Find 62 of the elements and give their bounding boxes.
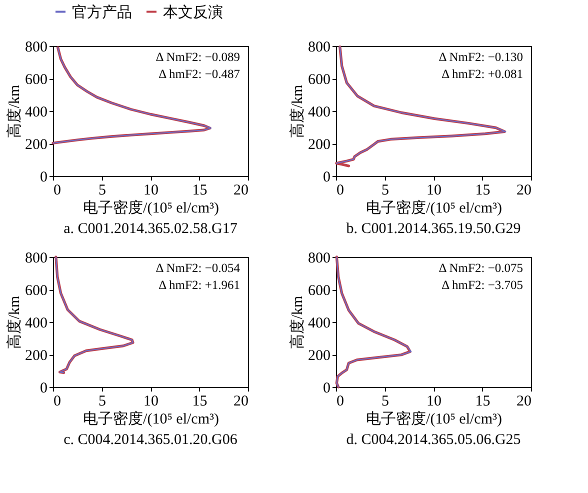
x-tick-label: 5	[382, 394, 389, 410]
y-tick-label: 200	[308, 348, 330, 364]
y-axis-title: 高度/km	[6, 296, 23, 350]
y-tick-label: 800	[308, 40, 330, 56]
x-tick-label: 20	[234, 394, 248, 410]
y-tick-label: 600	[25, 72, 48, 88]
x-tick-label: 0	[54, 394, 61, 410]
x-tick-label: 20	[234, 182, 248, 198]
x-tick-label: 20	[516, 394, 532, 410]
x-tick-label: 5	[98, 182, 106, 198]
legend-label: 本文反演	[163, 4, 223, 21]
y-tick-label: 0	[40, 170, 48, 186]
annotation: Δ NmF2: −0.130	[438, 50, 523, 64]
x-tick-label: 0	[54, 182, 61, 198]
y-tick-label: 600	[308, 72, 330, 88]
y-tick-label: 400	[308, 104, 330, 120]
x-axis-title: 电子密度/(10⁵ el/cm³)	[83, 410, 219, 428]
x-tick-label: 0	[336, 182, 344, 198]
x-axis-title: 电子密度/(10⁵ el/cm³)	[83, 200, 219, 216]
text: c. C004.2014.365.01.20.G06	[64, 432, 238, 448]
annotation: Δ hmF2: −3.705	[442, 278, 523, 292]
text: a. C001.2014.365.02.58.G17	[64, 221, 238, 237]
x-axis-title: 电子密度/(10⁵ el/cm³)	[366, 410, 502, 428]
x-tick-label: 10	[426, 394, 442, 410]
y-tick-label: 200	[25, 137, 48, 153]
y-tick-label: 800	[308, 250, 330, 266]
y-tick-label: 0	[40, 380, 48, 396]
y-tick-label: 400	[308, 316, 330, 332]
x-tick-label: 0	[336, 394, 344, 410]
y-tick-label: 600	[308, 283, 330, 299]
x-tick-label: 10	[144, 182, 158, 198]
x-tick-label: 10	[426, 182, 442, 198]
x-tick-label: 15	[192, 182, 208, 198]
legend-label: 官方产品	[72, 4, 132, 21]
y-tick-label: 0	[323, 170, 330, 186]
x-tick-label: 15	[475, 394, 490, 410]
annotation: Δ NmF2: −0.054	[156, 261, 241, 275]
y-tick-label: 800	[25, 250, 48, 266]
y-tick-label: 200	[308, 137, 330, 153]
y-tick-label: 800	[25, 40, 48, 56]
y-axis-title: 高度/km	[289, 296, 306, 350]
text: b. C001.2014.365.19.50.G29	[346, 221, 521, 237]
y-axis-title: 高度/km	[289, 84, 306, 138]
y-tick-label: 0	[323, 380, 330, 396]
annotation: Δ NmF2: −0.075	[438, 261, 523, 275]
y-tick-label: 600	[25, 283, 48, 299]
x-tick-label: 5	[98, 394, 106, 410]
x-tick-label: 15	[475, 182, 490, 198]
x-tick-label: 5	[382, 182, 389, 198]
annotation: Δ hmF2: −0.487	[158, 67, 240, 81]
x-tick-label: 10	[144, 394, 158, 410]
x-tick-label: 20	[516, 182, 532, 198]
annotation: Δ hmF2: +0.081	[442, 67, 523, 81]
y-tick-label: 400	[25, 104, 48, 120]
annotation: Δ hmF2: +1.961	[158, 278, 240, 292]
x-axis-title: 电子密度/(10⁵ el/cm³)	[366, 200, 502, 216]
y-axis-title: 高度/km	[6, 84, 23, 138]
x-tick-label: 15	[192, 394, 208, 410]
annotation: Δ NmF2: −0.089	[156, 50, 240, 64]
text: d. C004.2014.365.05.06.G25	[346, 432, 521, 448]
y-tick-label: 200	[25, 348, 48, 364]
y-tick-label: 400	[25, 316, 48, 332]
